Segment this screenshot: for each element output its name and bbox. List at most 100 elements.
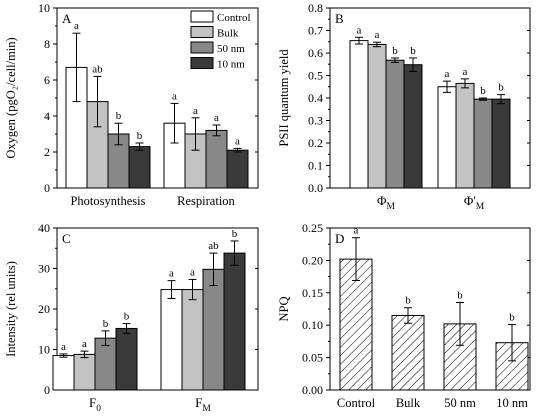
significance-label: a xyxy=(375,29,380,41)
significance-label: ab xyxy=(92,63,103,75)
significance-label: b xyxy=(116,110,122,122)
panel-letter: D xyxy=(335,231,344,246)
significance-label: b xyxy=(457,290,463,302)
y-tick-label: 30 xyxy=(38,262,50,276)
bar xyxy=(349,40,369,189)
significance-label: b xyxy=(410,45,416,57)
legend-swatch xyxy=(190,57,214,69)
legend-label: Control xyxy=(217,12,251,24)
significance-label: a xyxy=(172,90,177,102)
legend-label: Bulk xyxy=(217,28,239,40)
bar xyxy=(391,314,425,391)
bar xyxy=(223,252,246,391)
y-tick-label: 8 xyxy=(44,37,50,51)
panel-letter: C xyxy=(62,231,71,246)
y-tick-label: 0.7 xyxy=(308,24,323,38)
significance-label: a xyxy=(463,66,468,78)
x-tick-label: F0 xyxy=(89,395,101,414)
y-tick-label: 0.3 xyxy=(308,114,323,128)
y-tick-label: 40 xyxy=(38,221,50,235)
significance-label: a xyxy=(61,341,66,353)
y-tick-label: 0.15 xyxy=(302,286,323,300)
y-tick-label: 0.00 xyxy=(302,383,323,397)
significance-label: a xyxy=(235,135,240,147)
legend-swatch xyxy=(190,26,214,38)
legend-label: 50 nm xyxy=(217,43,245,55)
bar xyxy=(385,59,405,189)
bar xyxy=(226,149,249,189)
y-tick-label: 20 xyxy=(38,302,50,316)
panel-B: 0.0 0.1 0.2 0.3 0.4 0.5 0.6 0.7 0.8 B PSII quantum… xyxy=(277,1,531,212)
significance-label: b xyxy=(103,318,109,330)
significance-label: a xyxy=(169,268,174,280)
y-tick-label: 0 xyxy=(44,181,50,195)
x-tick-label: FM xyxy=(195,395,211,414)
significance-label: b xyxy=(137,130,143,142)
significance-label: a xyxy=(190,266,195,278)
significance-label: b xyxy=(498,82,504,94)
panel-A: 0 2 4 6 8 10 A Oxygen (pgO₂/cell/min) a ab b b Photo… xyxy=(4,1,259,208)
y-tick-label: 0.1 xyxy=(308,159,323,173)
y-tick-label: 2 xyxy=(44,145,50,159)
y-axis-label: Intensity (rel units) xyxy=(4,261,18,357)
x-tick-label: 10 nm xyxy=(496,396,528,410)
bar xyxy=(437,86,457,189)
y-tick-label: 0.05 xyxy=(302,351,323,365)
panel-letter: A xyxy=(62,11,72,26)
y-axis-label: NPQ xyxy=(277,296,291,321)
significance-label: a xyxy=(354,225,359,237)
bar xyxy=(473,98,493,189)
y-axis-label: Oxygen (pgO₂/cell/min) xyxy=(4,37,18,158)
bar xyxy=(128,146,151,189)
x-tick-label: Φ'M xyxy=(464,193,485,212)
bar xyxy=(403,64,423,189)
bar xyxy=(455,82,475,189)
bar xyxy=(160,289,183,391)
x-tick-label: ΦM xyxy=(377,193,396,212)
bar xyxy=(205,129,228,189)
y-tick-label: 0.0 xyxy=(308,181,323,195)
y-tick-label: 0.4 xyxy=(308,91,323,105)
significance-label: b xyxy=(509,312,515,324)
bar xyxy=(202,268,225,391)
y-tick-label: 0 xyxy=(44,383,50,397)
significance-label: b xyxy=(405,295,411,307)
significance-label: b xyxy=(392,45,398,57)
y-tick-label: 4 xyxy=(44,109,50,123)
bar xyxy=(181,289,204,391)
y-tick-label: 0.25 xyxy=(302,221,323,235)
x-tick-label: Bulk xyxy=(396,396,421,410)
x-tick-label: Control xyxy=(337,396,376,410)
y-axis-label: PSII quantum yield xyxy=(277,49,291,147)
significance-label: a xyxy=(193,105,198,117)
y-tick-label: 0.8 xyxy=(308,1,323,15)
significance-label: b xyxy=(232,228,238,240)
y-tick-label: 6 xyxy=(44,73,50,87)
significance-label: a xyxy=(357,24,362,36)
bar xyxy=(367,43,387,189)
bar xyxy=(52,355,75,391)
y-tick-label: 10 xyxy=(38,343,50,357)
y-tick-label: 0.6 xyxy=(308,46,323,60)
panel-letter: B xyxy=(335,11,344,26)
significance-label: a xyxy=(214,112,219,124)
legend-swatch xyxy=(190,41,214,54)
y-tick-label: 10 xyxy=(38,1,50,15)
significance-label: a xyxy=(74,20,79,32)
significance-label: a xyxy=(82,338,87,350)
y-tick-label: 0.5 xyxy=(308,69,323,83)
panel-D: 0.00 0.05 0.10 0.15 0.20 0.25 D NPQ a Control b Bul… xyxy=(277,221,531,410)
significance-label: ab xyxy=(208,240,219,252)
y-tick-label: 0.2 xyxy=(308,136,323,150)
significance-label: a xyxy=(445,68,450,80)
x-tick-label: 50 nm xyxy=(444,396,476,410)
y-tick-label: 0.10 xyxy=(302,318,323,332)
bar xyxy=(491,98,511,189)
bar xyxy=(115,327,138,391)
x-tick-label: Photosynthesis xyxy=(70,194,145,208)
significance-label: b xyxy=(480,85,486,97)
x-tick-label: Respiration xyxy=(177,194,235,208)
significance-label: b xyxy=(124,311,130,323)
